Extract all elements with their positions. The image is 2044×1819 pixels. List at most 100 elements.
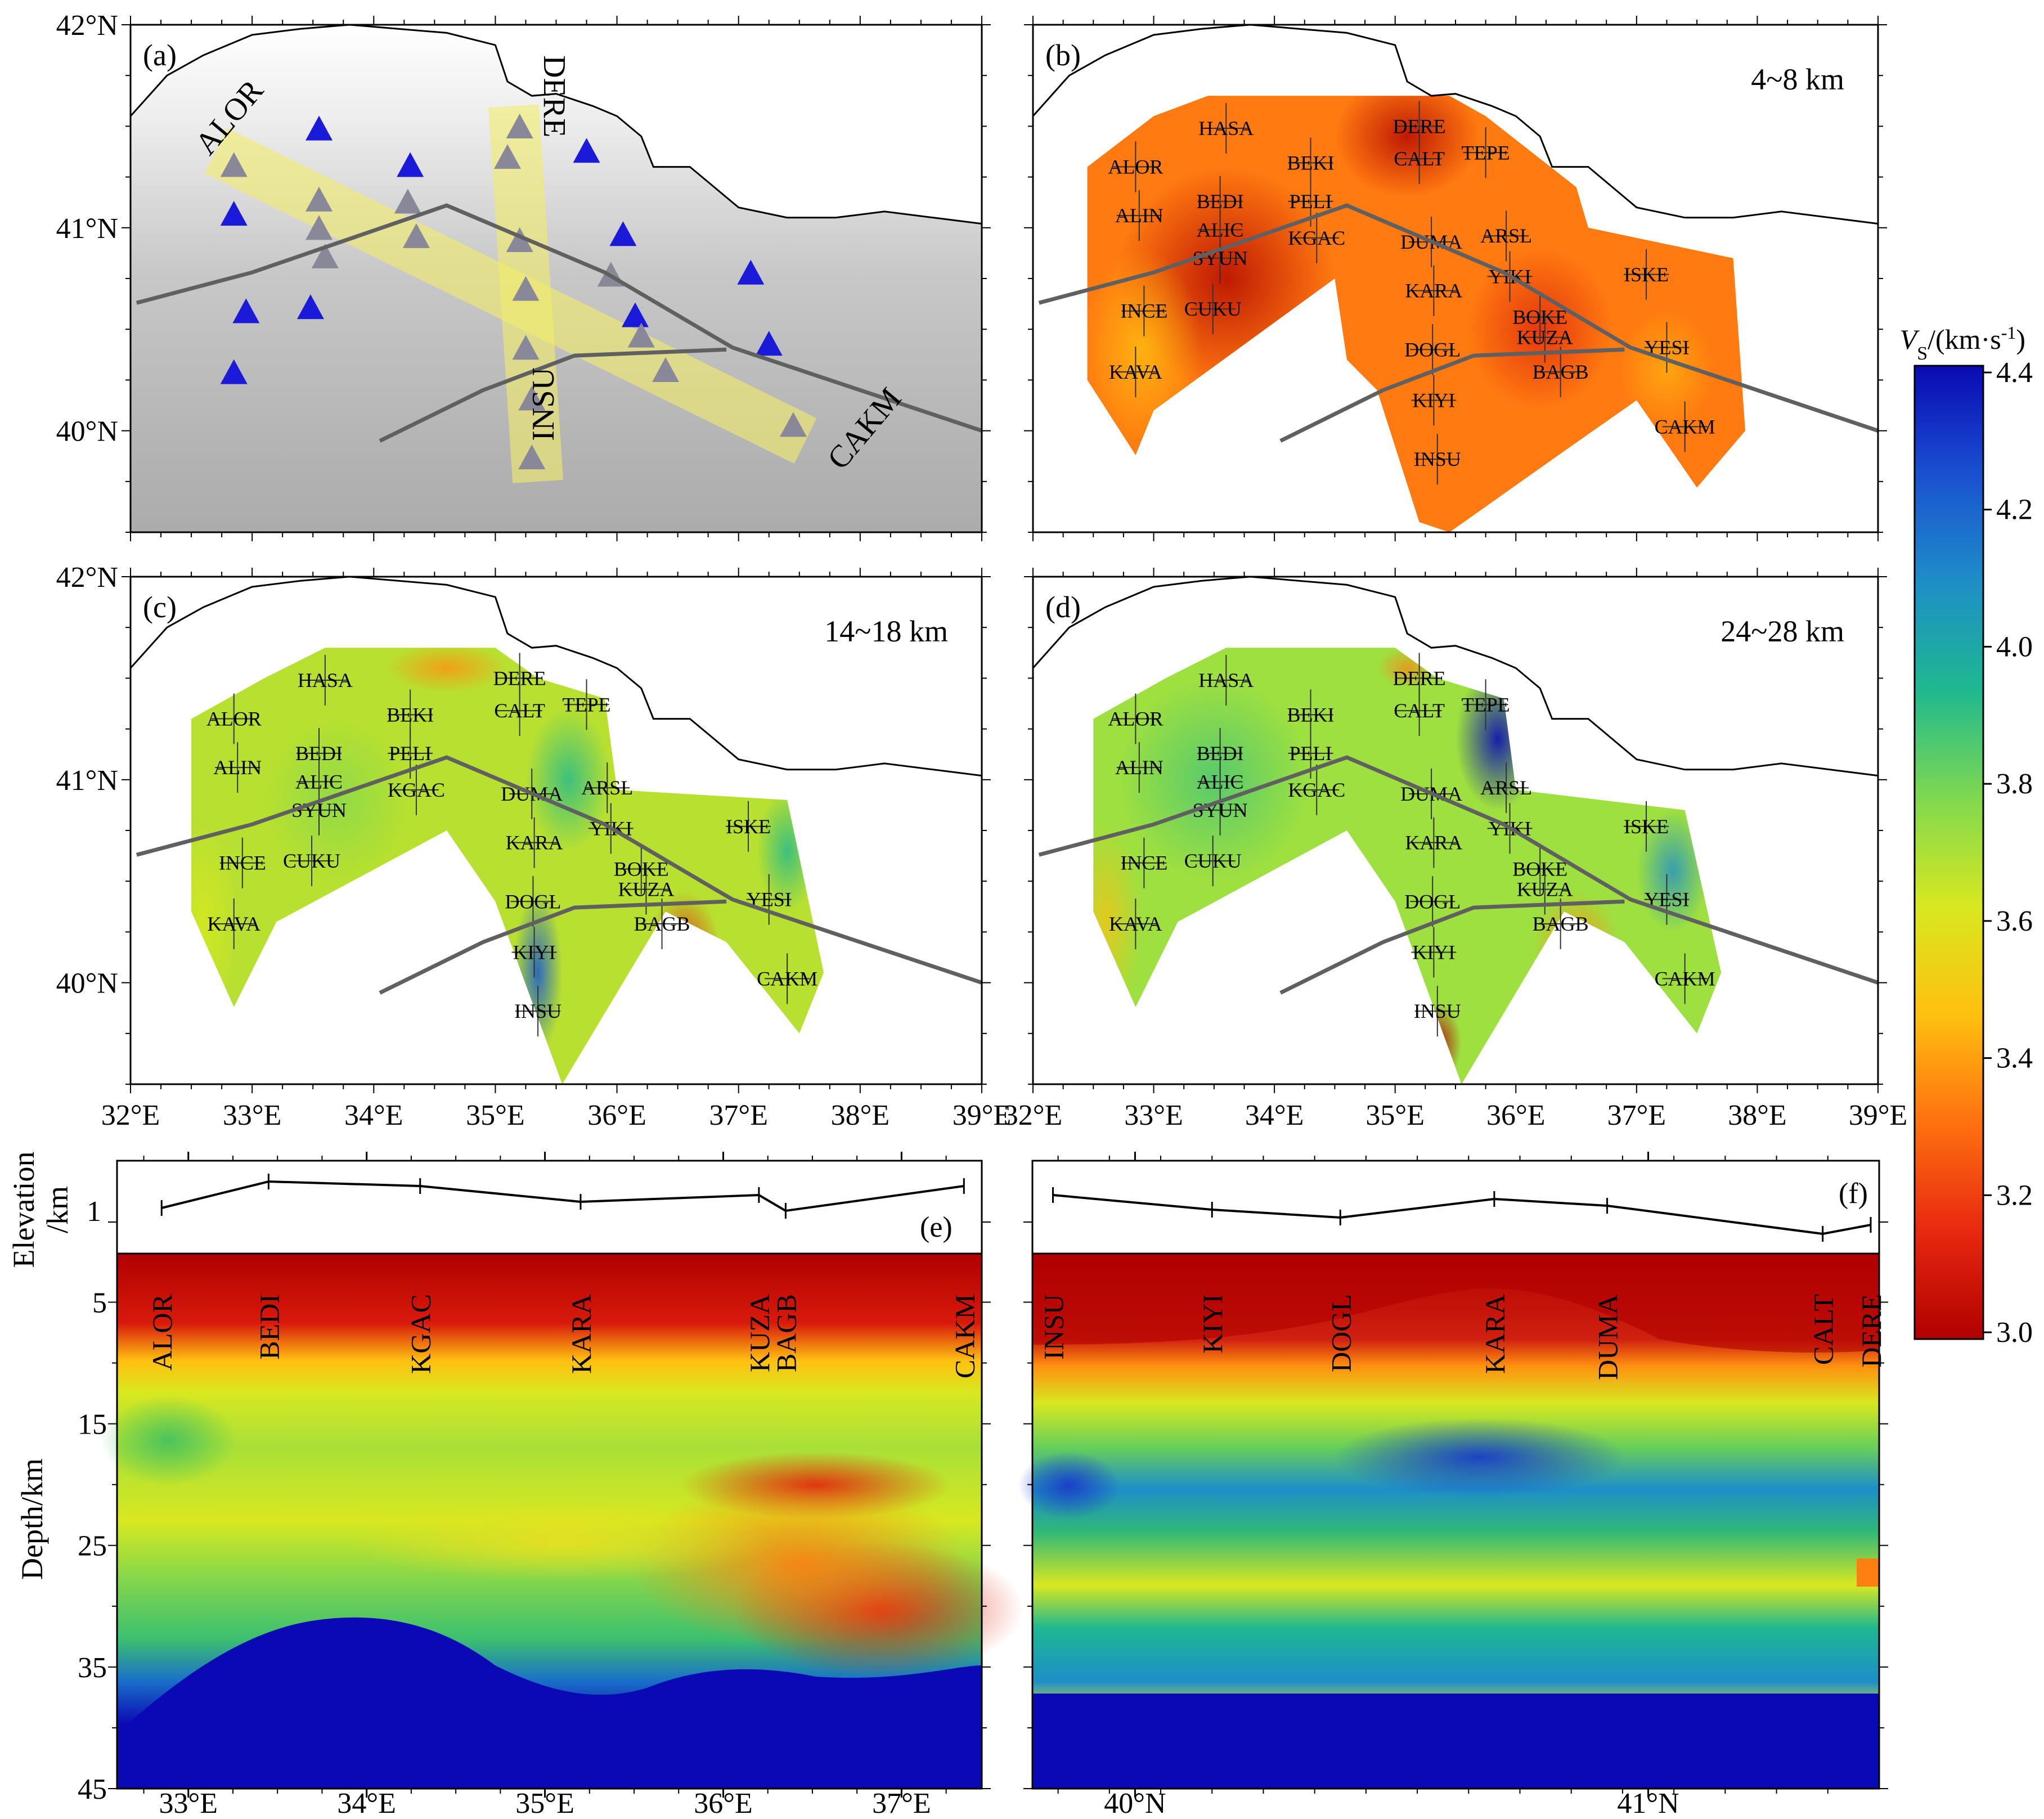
station-marker: CALT xyxy=(1394,685,1445,736)
station-triangle xyxy=(220,201,248,226)
section-station-label: DOGL xyxy=(1325,1294,1356,1372)
station-marker: ISKE xyxy=(1624,801,1669,852)
station-code: INCE xyxy=(1120,300,1167,322)
station-code: KGAC xyxy=(1288,227,1345,249)
station-code: CAKM xyxy=(1655,967,1715,990)
velocity-anomaly xyxy=(385,648,508,693)
station-code: ARSL xyxy=(1480,776,1532,799)
station-marker: KIYI xyxy=(1411,375,1457,426)
longitude-tick-label: 35°E xyxy=(1365,1099,1425,1131)
station-marker: KAVA xyxy=(1109,898,1162,949)
station-code: ALOR xyxy=(1108,708,1163,730)
fault-trace xyxy=(1279,899,1625,995)
station-code: KUZA xyxy=(1517,878,1573,901)
station-marker: DOGL xyxy=(505,876,561,927)
longitude-tick-label: 36°E xyxy=(587,1099,646,1131)
station-code: CUKU xyxy=(283,850,340,872)
station-code: BOKE xyxy=(1512,306,1567,329)
velocity-anomaly xyxy=(191,820,240,1023)
panel-label: (c) xyxy=(143,590,177,624)
station-code: CUKU xyxy=(1184,850,1242,872)
colorbar-tick-label: 3.0 xyxy=(1996,1317,2033,1349)
longitude-tick-label: 37°E xyxy=(709,1099,768,1131)
station-code: ISKE xyxy=(1624,815,1669,838)
station-triangle xyxy=(397,152,424,177)
station-marker: BEKI xyxy=(1287,689,1335,740)
station-code: BEKI xyxy=(1287,151,1335,174)
profile-station-triangle xyxy=(311,243,339,268)
latitude-tick-label: 41°N xyxy=(56,213,118,245)
station-triangle xyxy=(755,331,783,356)
station-marker: ISKE xyxy=(726,801,771,852)
colorbar-tick-label: 3.8 xyxy=(1996,768,2033,800)
station-code: INSU xyxy=(1414,448,1461,470)
latitude-tick-label: 40°N xyxy=(56,416,118,448)
station-marker: KARA xyxy=(506,817,563,868)
station-code: KIYI xyxy=(513,941,556,963)
colorbar-title: VS/(km·s-1) xyxy=(1900,322,2025,364)
station-marker: INCE xyxy=(219,837,266,888)
profile-station-triangle xyxy=(506,227,533,253)
section-station-label: BAGB xyxy=(770,1294,802,1372)
velocity-anomaly xyxy=(1093,820,1142,1023)
station-code: KARA xyxy=(1405,832,1462,854)
profile-label-insu: INSU xyxy=(526,367,561,441)
station-marker: KUZA xyxy=(1517,864,1573,915)
velocity-anomaly xyxy=(1335,96,1480,197)
station-marker: KAVA xyxy=(207,898,260,949)
station-triangle xyxy=(306,115,333,141)
station-marker: CAKM xyxy=(757,953,817,1004)
depth-range-label: 24~28 km xyxy=(1720,614,1844,648)
velocity-anomaly xyxy=(1117,678,1311,882)
elevation-profile-f xyxy=(1053,1194,1871,1236)
longitude-tick-label: 35°E xyxy=(466,1099,525,1131)
section-station-label: DERE xyxy=(1856,1294,1887,1368)
station-marker: CAKM xyxy=(1655,401,1715,452)
panel-label: (d) xyxy=(1045,590,1081,624)
colorbar-tick-label: 3.2 xyxy=(1996,1179,2033,1211)
profile-station-triangle xyxy=(394,188,421,214)
section-x-tick-label: 41°N xyxy=(1617,1787,1679,1819)
depth-tick-label: 5 xyxy=(92,1287,107,1319)
section-station-label: INSU xyxy=(1037,1294,1069,1360)
station-marker: ALIN xyxy=(213,742,262,793)
station-code: INCE xyxy=(1120,852,1167,874)
station-code: INSU xyxy=(514,1000,561,1022)
station-marker: ALOR xyxy=(206,693,262,744)
profile-station-triangle xyxy=(306,215,333,240)
station-marker: ARSL xyxy=(1480,762,1532,814)
station-marker: BAGB xyxy=(1533,898,1589,949)
colorbar-tick-label: 3.6 xyxy=(1996,905,2033,937)
station-marker: ALIN xyxy=(1115,742,1163,793)
longitude-tick-label: 33°E xyxy=(1124,1099,1183,1131)
station-marker: KUZA xyxy=(618,864,674,915)
station-code: BAGB xyxy=(1533,361,1589,383)
longitude-tick-label: 39°E xyxy=(1849,1099,1908,1131)
station-code: INCE xyxy=(219,852,266,874)
station-marker: HASA xyxy=(298,655,353,706)
station-marker: CALT xyxy=(494,685,545,736)
station-marker: HASA xyxy=(1198,103,1254,154)
longitude-tick-label: 38°E xyxy=(1728,1099,1787,1131)
velocity-anomaly xyxy=(525,708,611,851)
station-marker: CALT xyxy=(1394,133,1445,185)
station-code: CALT xyxy=(494,699,545,722)
station-marker: CUKU xyxy=(1184,284,1242,335)
section-station-label: KGAC xyxy=(405,1294,437,1374)
depth-range-label: 4~8 km xyxy=(1751,62,1844,96)
elevation-panel-e xyxy=(116,1160,983,1255)
station-triangle xyxy=(297,294,324,320)
station-triangle xyxy=(220,359,248,384)
station-code: DOGL xyxy=(1404,338,1461,361)
depth-axis-label: Depth/km xyxy=(15,1458,49,1580)
station-marker: KUZA xyxy=(1517,312,1573,363)
profile-station-triangle xyxy=(506,114,533,139)
latitude-tick-label: 41°N xyxy=(56,765,118,797)
depth-tick-label: 35 xyxy=(78,1652,107,1684)
station-code: BAGB xyxy=(1533,913,1589,935)
station-code: PELI xyxy=(1290,742,1332,765)
velocity-anomaly xyxy=(264,718,411,882)
